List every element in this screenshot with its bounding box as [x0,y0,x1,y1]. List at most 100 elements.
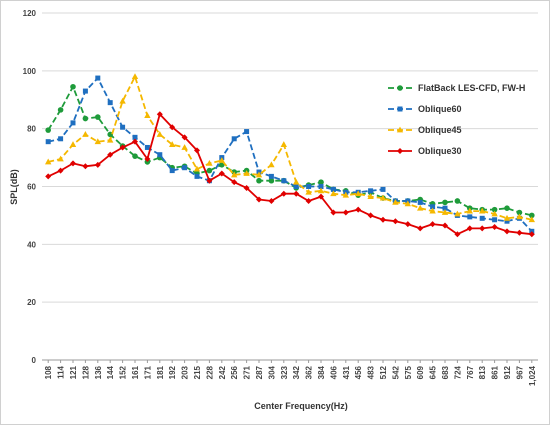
x-tick-label: 323 [280,365,289,379]
data-point [516,209,523,216]
data-point [503,214,511,221]
data-point [70,83,76,90]
x-tick-label: 121 [69,365,78,379]
grid-lines [42,12,538,361]
data-point [256,177,262,184]
data-point [516,229,523,236]
data-point [256,196,262,203]
data-point [528,216,535,223]
data-point [144,144,150,150]
x-tick-label: 967 [515,365,524,379]
data-point [107,151,114,158]
data-point [380,186,386,192]
series-line [47,75,533,221]
x-tick-label: 683 [441,365,450,379]
legend-item: Oblique45 [388,125,462,135]
x-tick-label: 1,024 [528,365,537,386]
data-point [95,114,101,120]
data-point [293,178,300,185]
data-point [45,127,51,133]
legend-label: FlatBack LES-CFD, FW-H [418,83,525,93]
legend-label: Oblique30 [418,146,462,156]
legend-label: Oblique60 [418,104,462,114]
x-tick-label: 152 [119,365,128,379]
data-point [479,215,485,221]
data-point [132,153,138,159]
x-tick-label: 192 [168,365,177,379]
legend-item: Oblique60 [388,104,462,114]
data-point [70,160,76,167]
series-line [47,77,533,232]
data-point [206,167,213,174]
data-point [404,221,411,228]
x-tick-label: 384 [317,365,326,379]
y-tick-label: 40 [27,240,36,249]
data-point [157,152,163,158]
x-tick-label: 136 [94,365,103,379]
data-point [392,199,399,205]
y-tick-label: 100 [23,67,37,76]
data-point [107,100,113,106]
legend-swatch-marker [397,85,403,91]
x-tick-label: 108 [44,365,53,379]
x-tick-label: 287 [255,365,264,379]
x-tick-label: 912 [503,365,512,379]
data-point [417,199,423,205]
data-point [268,173,274,179]
y-tick-label: 120 [23,9,37,18]
x-tick-label: 171 [143,365,152,379]
legend: FlatBack LES-CFD, FW-H Oblique60 Oblique45… [388,83,525,156]
series-2 [45,73,535,223]
data-point [305,188,312,195]
x-tick-label: 645 [429,365,438,379]
data-point [45,173,52,180]
data-point [268,177,275,184]
data-point [119,97,126,104]
data-point [169,124,176,131]
data-point [491,210,498,217]
data-point [57,155,64,162]
data-point [466,207,473,214]
data-point [182,165,188,171]
data-point [244,129,250,135]
x-tick-label: 575 [404,365,413,379]
data-point [57,167,64,174]
data-point [181,144,188,150]
data-point [342,191,349,198]
x-tick-label: 242 [218,365,227,379]
data-point [231,136,237,142]
data-point [94,161,101,168]
data-point [492,217,498,223]
data-point [169,168,175,174]
x-tick-label: 256 [230,365,239,379]
data-point [280,141,287,147]
x-tick-label: 456 [354,365,363,379]
data-point [231,171,238,178]
legend-swatch-marker [397,106,403,112]
data-point [404,200,411,207]
data-point [206,177,213,184]
data-point [317,187,325,194]
data-point [442,205,448,211]
x-tick-label: 609 [416,365,425,379]
x-tick-label: 228 [205,365,214,379]
x-tick-label: 144 [106,365,115,379]
series-line [47,85,533,217]
x-tick-label: 114 [57,365,66,378]
data-point [454,231,461,238]
x-tick-label: 861 [491,365,500,379]
data-point [243,170,250,176]
data-point [156,131,163,137]
data-point [45,158,52,165]
series-group [45,73,535,238]
legend-item: Oblique30 [388,146,462,156]
data-point [243,184,250,191]
legend-item: FlatBack LES-CFD, FW-H [388,83,525,93]
data-point [441,209,449,215]
data-point [466,225,473,232]
x-axis-title: Center Frequency(Hz) [254,401,348,411]
y-tick-label: 20 [27,298,36,307]
x-tick-label: 215 [193,365,202,379]
data-point [504,228,510,235]
